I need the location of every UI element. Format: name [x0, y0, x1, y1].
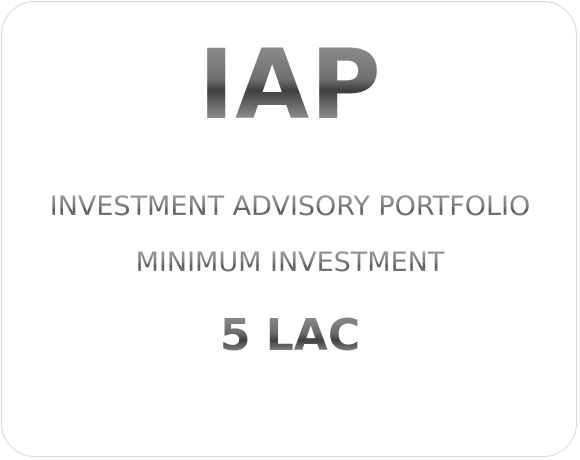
plan-title: IAP — [0, 30, 580, 140]
minimum-investment-label: MINIMUM INVESTMENT — [0, 246, 580, 280]
plan-subtitle: INVESTMENT ADVISORY PORTFOLIO — [0, 190, 580, 224]
minimum-investment-amount: 5 LAC — [0, 309, 580, 363]
